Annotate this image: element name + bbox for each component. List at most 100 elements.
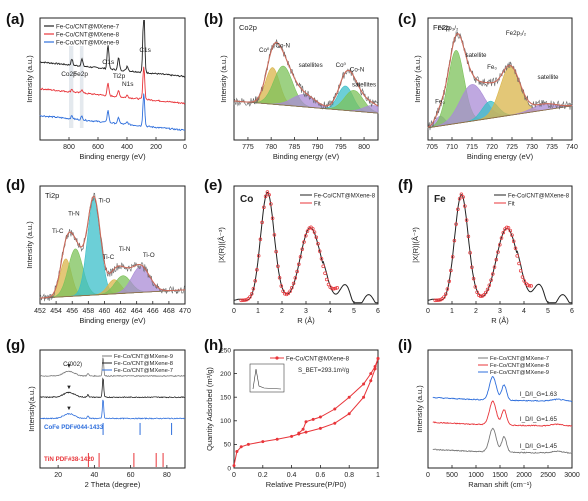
fit-point: [324, 277, 329, 282]
id-ig-ratio: I_D/I_G=1.65: [520, 416, 558, 423]
fit-point: [494, 257, 499, 262]
fit-point: [335, 286, 339, 290]
fit-point: [506, 226, 511, 230]
plot-frame: [427, 185, 573, 305]
fit-point: [471, 276, 476, 281]
baseline: [233, 100, 379, 114]
peak-annotation: Ti-O: [143, 252, 155, 259]
fit-point: [466, 234, 471, 239]
fit-point: [293, 276, 298, 280]
legend-entry: Fe-Co/CNT@MXene-9: [56, 40, 120, 47]
x-tick-label: 2: [474, 308, 478, 315]
spectrum-title: Co2p: [239, 23, 257, 32]
fit-point: [295, 269, 299, 274]
x-axis-label: R (Å): [491, 316, 509, 325]
x-tick-label: 60: [127, 472, 135, 479]
fit-point: [510, 233, 514, 237]
isotherm-point: [369, 372, 373, 376]
fit-point: [330, 286, 334, 291]
c002-label: C(002): [63, 361, 82, 368]
peak-annotation: Co-N: [276, 42, 290, 49]
fit-point: [445, 287, 450, 291]
fit-point: [323, 271, 327, 276]
panel-f-fe-exafs: 0 1 2 3 4 5 6 R (Å) |X(R)|(Å⁻³) Fe Fe-Co/CNT@MXene…: [411, 185, 574, 325]
panel-label-g: (g): [6, 337, 25, 354]
legend-entry: Fit: [314, 202, 321, 208]
fit-point: [452, 238, 457, 243]
series-line-7: [40, 19, 185, 78]
peak-annotation: Fe₀: [487, 64, 497, 71]
x-tick-label: 2500: [540, 472, 556, 479]
peak-annotation: Fe2p₁/₂: [506, 30, 527, 37]
fit-point: [525, 283, 530, 287]
fit-point: [501, 230, 506, 235]
fit-point: [241, 298, 245, 303]
fit-point: [457, 196, 462, 201]
fit-point: [456, 207, 460, 212]
isotherm-point: [246, 442, 250, 446]
x-tick-label: 800: [63, 144, 75, 151]
y-tick-label: 100: [220, 418, 231, 425]
fit-point: [485, 287, 490, 292]
fit-point: [527, 283, 532, 288]
y-tick-label: 200: [220, 371, 231, 378]
peak-annotation: Ti-N: [119, 246, 130, 253]
x-tick-label: 470: [179, 308, 191, 315]
x-tick-label: 80: [163, 472, 171, 479]
fit-point: [314, 235, 319, 240]
panel-i-raman: 0 500 1000 1500 2000 2500 3000 Raman shift (cm⁻…: [415, 349, 580, 489]
x-tick-label: 462: [115, 308, 127, 315]
fit-point: [251, 287, 256, 291]
x-tick-label: 715: [466, 144, 478, 151]
y-axis-label: |X(R)|(Å⁻³): [217, 227, 226, 263]
x-tick-label: 775: [242, 144, 254, 151]
x-tick-label: 460: [99, 308, 111, 315]
panel-b-co2p-spectrum: 775 780 785 790 795 800 Binding energy (eV) Int…: [219, 17, 379, 161]
panel-a-xps-survey: 800 600 400 200 0 Binding energy (eV) Intensit…: [25, 17, 187, 161]
fit-point: [459, 192, 464, 197]
isotherm-point: [275, 437, 279, 441]
legend-entry: Fe-Co/CNT@MXene-8: [508, 194, 570, 200]
fit-point: [449, 268, 453, 273]
fit-point: [491, 272, 495, 276]
x-tick-label: 3000: [564, 472, 580, 479]
fit-point: [291, 281, 296, 286]
fit-point: [492, 265, 497, 269]
fit-point: [473, 285, 478, 289]
fit-point: [288, 289, 292, 293]
panel-label-c: (c): [398, 11, 416, 28]
x-axis-label: Raman shift (cm⁻¹): [468, 480, 532, 489]
fit-point: [443, 292, 448, 296]
x-tick-label: 3: [304, 308, 308, 315]
isotherm-point: [318, 415, 322, 419]
panel-e-co-exafs: 0 1 2 3 4 5 6 R (Å) |X(R)|(Å⁻³) Co Fe-Co/CNT@MXene…: [217, 185, 380, 325]
x-axis-label: Binding energy (eV): [467, 152, 534, 161]
fit-point: [260, 220, 264, 225]
fit-point: [298, 254, 303, 259]
id-ig-ratio: I_D/I_G=1.45: [520, 443, 558, 450]
fit-point: [297, 262, 301, 267]
isotherm-point: [333, 421, 337, 425]
x-tick-label: 0: [426, 308, 430, 315]
isotherm-point: [333, 407, 337, 411]
x-tick-label: 6: [570, 308, 574, 315]
fit-point: [258, 237, 263, 242]
x-tick-label: 464: [131, 308, 143, 315]
x-tick-label: 720: [486, 144, 498, 151]
fit-point: [305, 229, 310, 233]
x-axis-label: Binding energy (eV): [273, 152, 340, 161]
plot-frame: [39, 17, 186, 141]
fit-point: [470, 265, 474, 269]
isotherm-point: [235, 450, 239, 453]
x-tick-label: 5: [546, 308, 550, 315]
peak-annotation: satellite: [538, 74, 560, 81]
panel-h-bet-isotherm: 0 0.2 0.4 0.6 0.8 1 Relative Pressure(P/P0) Qua…: [205, 347, 380, 489]
fit-point: [436, 298, 441, 302]
fit-point: [333, 286, 338, 291]
fit-point: [522, 279, 526, 283]
x-axis-label: R (Å): [297, 316, 315, 325]
y-tick-label: 50: [224, 442, 232, 449]
x-tick-label: 1000: [468, 472, 484, 479]
fit-point: [286, 291, 291, 296]
fit-point: [253, 279, 257, 283]
